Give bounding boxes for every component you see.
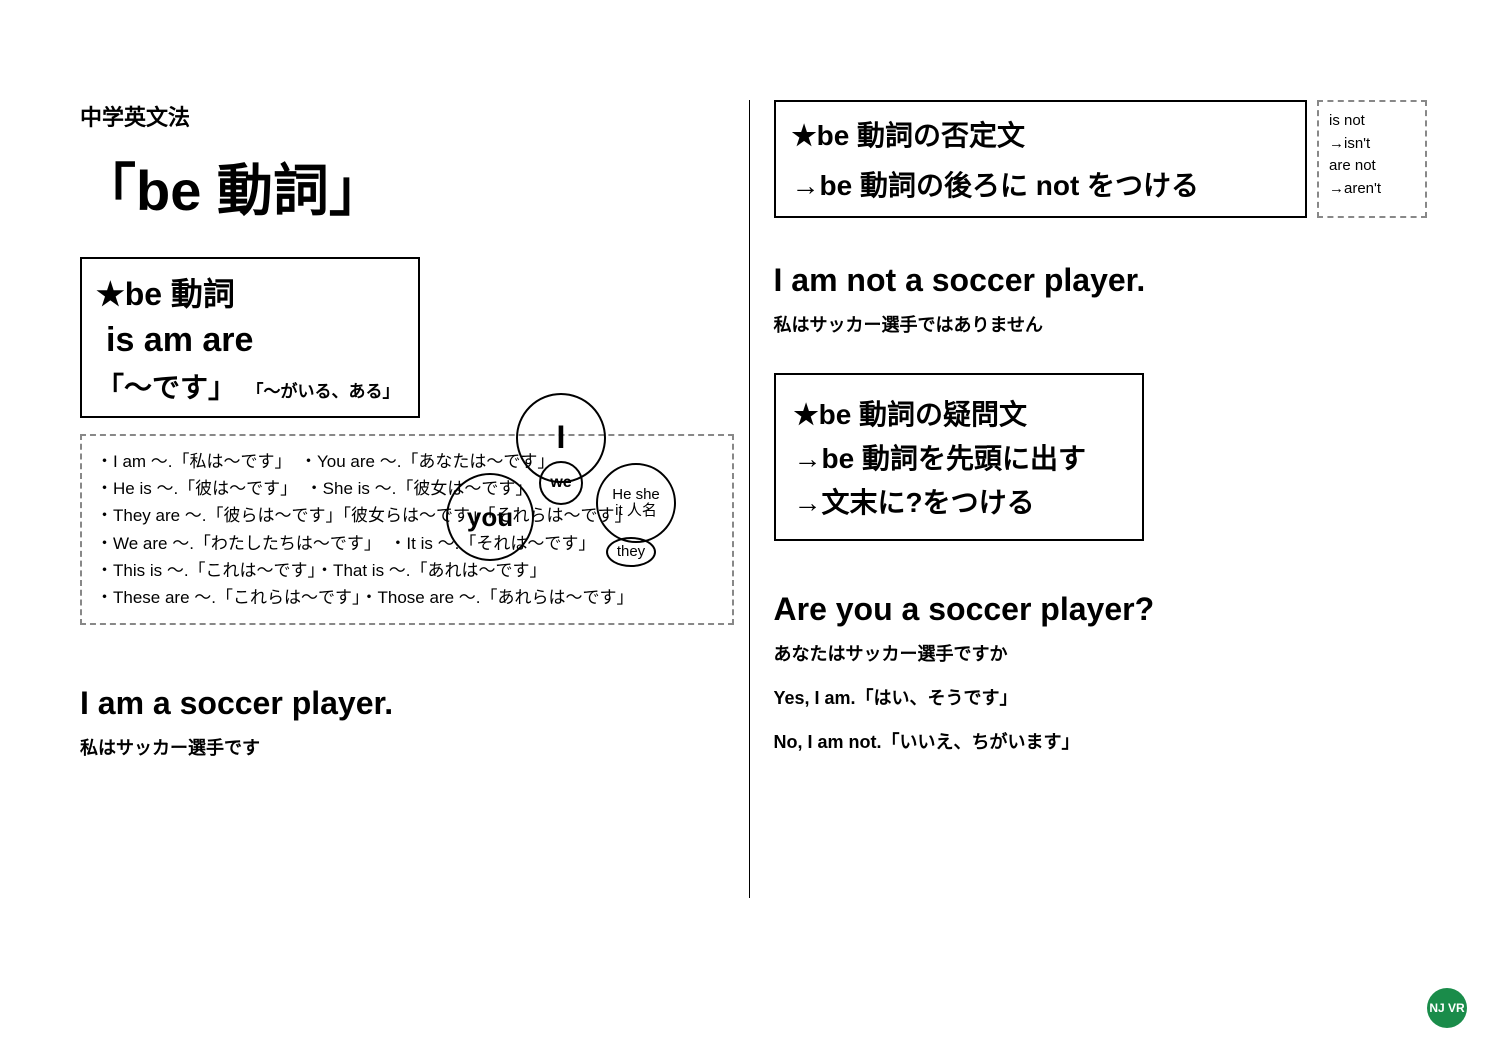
q-box-rule2: →文末に?をつける xyxy=(794,481,1124,521)
question-en: Are you a soccer player? xyxy=(774,591,1428,628)
main-title: 「be 動詞」 xyxy=(80,146,734,227)
circle-you: you xyxy=(446,473,534,561)
negation-row: ★be 動詞の否定文 →be 動詞の後ろに not をつける is not →i… xyxy=(774,100,1428,218)
be-verb-box: ★be 動詞 is am are 「～です」 「～がいる、ある」 xyxy=(80,257,420,418)
neg-box-title: ★be 動詞の否定文 xyxy=(792,114,1290,154)
affirmative-block: I am a soccer player. 私はサッカー選手です xyxy=(80,685,734,760)
column-divider xyxy=(749,100,750,898)
right-column: ★be 動詞の否定文 →be 動詞の後ろに not をつける is not →i… xyxy=(764,100,1428,1018)
be-box-forms: is am are xyxy=(106,321,404,360)
contraction-line: →aren't xyxy=(1329,178,1415,201)
contraction-line: →isn't xyxy=(1329,133,1415,156)
contraction-line: is not xyxy=(1329,110,1415,133)
negation-box: ★be 動詞の否定文 →be 動詞の後ろに not をつける xyxy=(774,100,1308,218)
circle-we: we xyxy=(539,461,583,505)
neg-box-rule: →be 動詞の後ろに not をつける xyxy=(792,164,1290,204)
pretitle: 中学英文法 xyxy=(80,100,734,132)
contraction-line: are not xyxy=(1329,155,1415,178)
pronoun-venn: I we you He she it 人名 they xyxy=(436,397,696,587)
hesheit-line1: He she xyxy=(612,487,660,504)
logo-badge: NJ VR xyxy=(1427,988,1467,1028)
negative-en: I am not a soccer player. xyxy=(774,262,1428,299)
left-column: 中学英文法 「be 動詞」 ★be 動詞 is am are 「～です」 「～が… xyxy=(80,100,744,1018)
answer-yes: Yes, I am.「はい、そうです」 xyxy=(774,684,1428,710)
negative-jp: 私はサッカー選手ではありません xyxy=(774,311,1428,337)
be-box-heading: ★be 動詞 xyxy=(96,269,404,315)
question-block: Are you a soccer player? あなたはサッカー選手ですか Y… xyxy=(774,591,1428,754)
negative-block: I am not a soccer player. 私はサッカー選手ではありませ… xyxy=(774,262,1428,337)
example-line: ・These are ～.「これらは～です」・Those are ～.「あれらは… xyxy=(96,584,718,611)
be-box-meaning2: 「～がいる、ある」 xyxy=(246,377,399,402)
affirmative-jp: 私はサッカー選手です xyxy=(80,734,734,760)
be-box-meaning1: 「～です」 xyxy=(96,366,236,406)
circle-they: they xyxy=(606,537,656,567)
hesheit-line2: it 人名 xyxy=(612,503,660,520)
be-row: ★be 動詞 is am are 「～です」 「～がいる、ある」 I we yo… xyxy=(80,257,734,418)
affirmative-en: I am a soccer player. xyxy=(80,685,734,722)
question-box: ★be 動詞の疑問文 →be 動詞を先頭に出す →文末に?をつける xyxy=(774,373,1144,541)
question-jp: あなたはサッカー選手ですか xyxy=(774,640,1428,666)
contractions-box: is not →isn't are not →aren't xyxy=(1317,100,1427,218)
answer-no: No, I am not.「いいえ、ちがいます」 xyxy=(774,728,1428,754)
q-box-rule1: →be 動詞を先頭に出す xyxy=(794,437,1124,477)
q-box-title: ★be 動詞の疑問文 xyxy=(794,393,1124,433)
circle-hesheit: He she it 人名 xyxy=(596,463,676,543)
